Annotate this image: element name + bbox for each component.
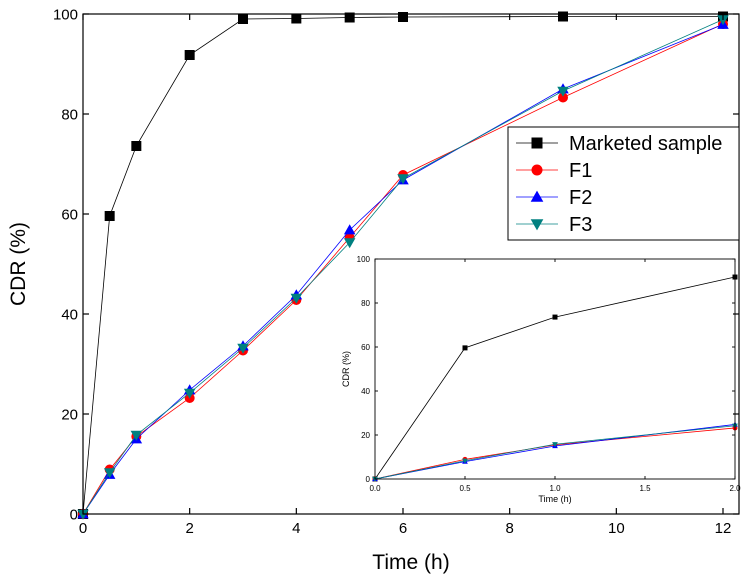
inset-y-tick-label-4: 80 xyxy=(361,299,370,308)
main-plot-frame xyxy=(82,13,740,515)
main-x-tick-label-0: 0 xyxy=(79,520,87,537)
inset-series-line-0 xyxy=(374,276,736,480)
main-y-tick-label-4: 80 xyxy=(61,106,78,123)
inset-series-line-3 xyxy=(374,425,736,480)
legend-label-0: Marketed sample xyxy=(569,133,722,155)
legend-marker-3 xyxy=(530,219,544,231)
inset-point-0-2 xyxy=(552,314,558,320)
main-x-tick-label-1: 2 xyxy=(185,520,193,537)
inset-point-0-1 xyxy=(462,345,468,351)
main-y-tick-label-3: 60 xyxy=(61,206,78,223)
inset-series-line-1 xyxy=(374,427,736,480)
main-y-tick-label-5: 100 xyxy=(53,6,78,23)
main-point-2-6 xyxy=(343,224,356,235)
inset-y-axis-label: CDR (%) xyxy=(341,351,351,387)
inset-x-tick-label-3: 1.5 xyxy=(639,484,651,493)
main-series-line-0 xyxy=(82,16,723,515)
main-point-3-8 xyxy=(557,86,569,97)
inset-y-tick-label-5: 100 xyxy=(357,255,371,264)
main-point-3-2 xyxy=(130,430,143,441)
legend-marker-0 xyxy=(531,137,543,149)
main-point-3-3 xyxy=(183,388,196,399)
main-point-3-6 xyxy=(343,238,356,249)
inset-y-tick-label-2: 40 xyxy=(361,387,370,396)
main-y-tick-label-0: 0 xyxy=(70,506,78,523)
main-y-tick-label-2: 40 xyxy=(61,306,78,323)
main-y-axis-label: CDR (%) xyxy=(7,222,30,306)
main-x-tick-label-3: 6 xyxy=(399,520,407,537)
inset-x-tick-label-4: 2.0 xyxy=(729,484,741,493)
main-point-3-0 xyxy=(77,509,89,520)
main-x-axis-label: Time (h) xyxy=(372,551,449,574)
main-point-3-1 xyxy=(103,468,116,479)
inset-x-tick-label-1: 0.5 xyxy=(459,484,471,493)
inset-x-axis-label: Time (h) xyxy=(538,494,571,504)
inset-y-tick-label-1: 20 xyxy=(361,431,370,440)
main-panel: 0 2 4 6 8 10 12 0 20 40 60 80 100 Time (h) CDR (%) xyxy=(7,6,740,574)
main-series-line-2 xyxy=(82,24,724,515)
legend-marker-2 xyxy=(530,190,544,202)
main-y-tick-label-1: 20 xyxy=(61,406,78,423)
main-point-0-6 xyxy=(344,12,355,23)
main-point-0-4 xyxy=(238,14,248,24)
main-series-line-3 xyxy=(82,19,724,515)
main-point-0-3 xyxy=(184,50,195,60)
inset-series-line-2 xyxy=(374,424,736,480)
main-point-3-5 xyxy=(290,293,303,304)
inset-panel: 0.0 0.5 1.0 1.5 2.0 0 20 40 60 80 100 Time (h) CDR (… xyxy=(341,255,741,504)
inset-x-tick-label-0: 0.0 xyxy=(369,484,381,493)
main-legend: Marketed sample F1 F2 F3 xyxy=(507,126,740,241)
main-point-3-4 xyxy=(237,343,249,354)
legend-marker-1 xyxy=(531,164,543,176)
main-x-tick-label-2: 4 xyxy=(292,520,300,537)
main-point-0-8 xyxy=(558,11,568,22)
main-series-line-1 xyxy=(82,23,724,515)
main-x-tick-label-6: 12 xyxy=(715,520,732,537)
inset-y-tick-label-0: 0 xyxy=(366,475,371,484)
main-x-tick-label-4: 8 xyxy=(505,520,513,537)
inset-point-3-1 xyxy=(462,458,468,464)
legend-label-1: F1 xyxy=(569,160,592,182)
main-point-0-1 xyxy=(104,211,115,221)
main-point-3-9 xyxy=(717,15,729,26)
main-point-1-8 xyxy=(558,92,568,103)
inset-point-3-2 xyxy=(552,442,558,448)
main-x-tick-label-5: 10 xyxy=(608,520,625,537)
legend-label-2: F2 xyxy=(569,187,592,209)
main-point-3-7 xyxy=(397,174,409,185)
legend-box xyxy=(507,126,740,241)
main-point-0-2 xyxy=(131,141,142,151)
legend-label-3: F3 xyxy=(569,214,592,236)
inset-y-tick-label-3: 60 xyxy=(361,343,370,352)
inset-x-tick-label-2: 1.0 xyxy=(549,484,561,493)
